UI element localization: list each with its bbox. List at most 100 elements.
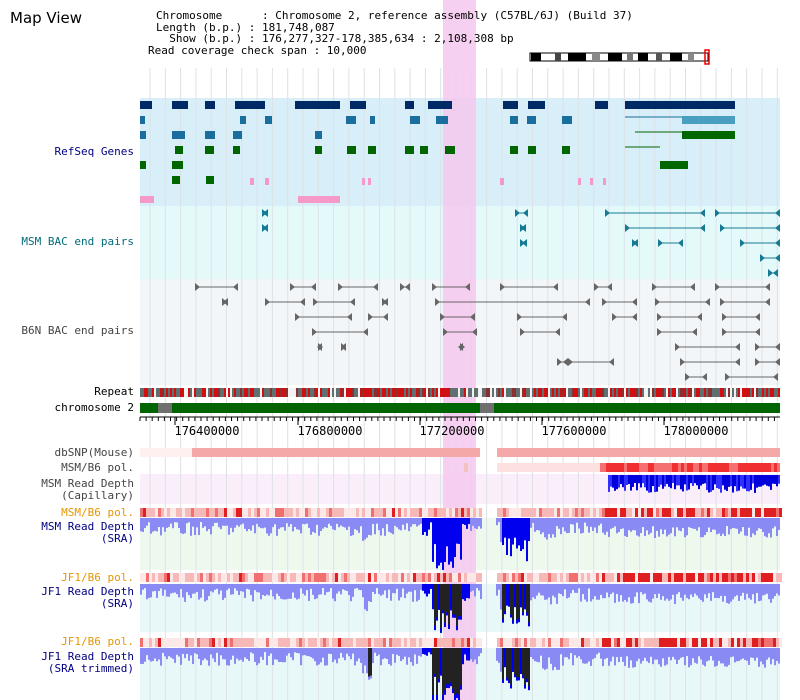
read-depth-bar [218, 584, 220, 595]
pol-strip-cell [611, 508, 614, 517]
pol-strip-cell [389, 508, 392, 517]
track-label-chromosome[interactable]: chromosome 2 [54, 401, 134, 414]
read-depth-bar [224, 584, 226, 598]
track-label-jf1-b6-pol-1[interactable]: JF1/B6 pol. [61, 571, 134, 584]
msm-capillary-depth-bar [688, 475, 690, 490]
read-depth-bar [556, 584, 558, 604]
repeat-segment [440, 388, 442, 397]
pol-strip-cell [659, 638, 662, 647]
pol-strip-cell [638, 508, 641, 517]
pol-strip-cell [461, 573, 464, 582]
pol-strip-cell [383, 638, 386, 647]
track-label-msm-b6-pol-1[interactable]: MSM/B6 pol. [61, 461, 134, 474]
repeat-segment [182, 388, 184, 397]
read-depth-bar [650, 518, 652, 533]
read-depth-bar [396, 648, 398, 655]
track-label-jf1-b6-pol-2[interactable]: JF1/B6 pol. [61, 635, 134, 648]
read-depth-bar [340, 648, 342, 653]
track-label-refseq-genes[interactable]: RefSeq Genes [54, 145, 134, 158]
track-label-msm-depth-capillary[interactable]: MSM Read Depth (Capillary) [41, 477, 134, 502]
refseq-pseudogene [590, 178, 593, 185]
track-label-msm-bac[interactable]: MSM BAC end pairs [21, 235, 134, 248]
read-depth-bar [660, 648, 662, 667]
pol-strip-cell [359, 573, 362, 582]
repeat-segment [402, 388, 404, 397]
read-depth-bar [220, 648, 222, 656]
read-depth-bar [620, 648, 622, 657]
read-depth-bar [726, 648, 728, 667]
read-depth-bar [632, 648, 634, 668]
read-depth-bar [658, 648, 660, 665]
pol-strip-cell [464, 508, 467, 517]
track-label-repeat[interactable]: Repeat [94, 385, 134, 398]
repeat-segment [754, 388, 756, 397]
read-depth-bar [418, 648, 420, 656]
coverage-span-info: Read coverage check span : 10,000 [148, 43, 367, 57]
read-depth-bar [224, 518, 226, 526]
repeat-segment [596, 388, 598, 397]
read-depth-bar [284, 648, 286, 663]
read-depth-bar [430, 518, 432, 523]
pol-strip-cell [533, 573, 536, 582]
read-depth-bar [426, 518, 428, 536]
repeat-segment [762, 388, 764, 397]
track-label-msm-b6-pol-2[interactable]: MSM/B6 pol. [61, 506, 134, 519]
pol-strip-cell [356, 508, 359, 517]
msm-pol-cell [654, 463, 657, 472]
read-depth-saturated [516, 648, 518, 678]
read-depth-bar [314, 518, 316, 533]
read-depth-bar [324, 584, 326, 596]
read-depth-bar [498, 518, 500, 523]
track-label-msm-depth-sra[interactable]: MSM Read Depth (SRA) [41, 520, 134, 545]
read-depth-bar [596, 518, 598, 533]
read-depth-bar [684, 584, 686, 595]
b6n-bac-pair [680, 358, 685, 366]
read-depth-bar [646, 518, 648, 531]
b6n-bac-pair [685, 373, 690, 381]
read-depth-bar [434, 518, 436, 545]
read-depth-bar [336, 648, 338, 664]
repeat-segment [772, 388, 774, 397]
read-depth-bar [624, 584, 626, 600]
track-label-jf1-depth-sra[interactable]: JF1 Read Depth (SRA) [41, 585, 134, 610]
read-depth-bar [308, 518, 310, 528]
pol-strip-cell [176, 573, 179, 582]
read-depth-bar [686, 518, 688, 536]
read-depth-bar [656, 584, 658, 599]
msm-capillary-depth-bar [682, 475, 684, 492]
repeat-segment [588, 388, 590, 397]
msm-pol-cell [747, 463, 750, 472]
pol-strip-cell [347, 508, 350, 517]
pol-strip-cell [173, 573, 176, 582]
pol-strip-cell [761, 573, 764, 582]
track-label-b6n-bac[interactable]: B6N BAC end pairs [21, 324, 134, 337]
pol-strip-cell [374, 638, 377, 647]
track-label-jf1-depth-trimmed[interactable]: JF1 Read Depth (SRA trimmed) [41, 650, 134, 675]
read-depth-bar [368, 518, 370, 535]
repeat-segment [328, 388, 330, 397]
repeat-segment [546, 388, 548, 397]
read-depth-bar [546, 518, 548, 540]
repeat-segment [512, 388, 514, 397]
read-depth-bar [472, 518, 474, 526]
chromosome-bar [140, 403, 780, 413]
repeat-segment [610, 388, 612, 397]
read-depth-bar [226, 518, 228, 526]
read-depth-bar [296, 648, 298, 654]
repeat-segment [686, 388, 688, 397]
pol-strip-cell [218, 508, 221, 517]
pol-strip-cell [431, 508, 434, 517]
read-depth-bar [216, 584, 218, 589]
read-depth-bar [462, 584, 464, 600]
read-depth-bar [674, 584, 676, 604]
pol-strip-cell [515, 638, 518, 647]
read-depth-bar [224, 648, 226, 660]
read-depth-bar [550, 518, 552, 538]
pol-strip-cell [707, 638, 710, 647]
track-label-dbsnp[interactable]: dbSNP(Mouse) [54, 446, 134, 459]
read-depth-bar [364, 518, 366, 540]
read-depth-bar [192, 648, 194, 665]
read-depth-bar [372, 518, 374, 525]
